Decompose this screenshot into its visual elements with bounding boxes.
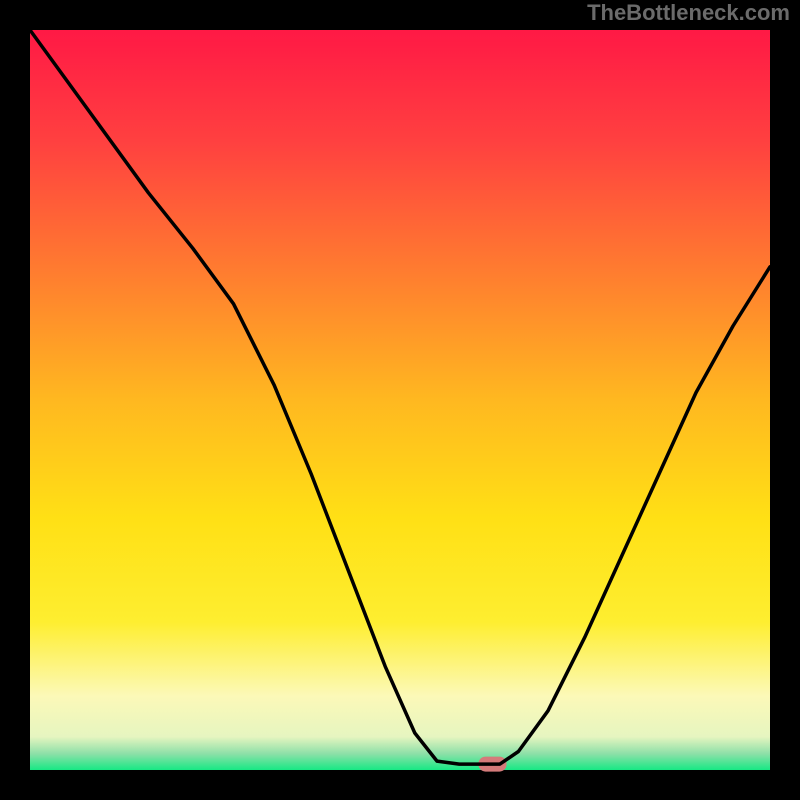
watermark-text: TheBottleneck.com	[587, 0, 790, 26]
plot-background	[30, 30, 770, 770]
bottleneck-chart	[0, 0, 800, 800]
